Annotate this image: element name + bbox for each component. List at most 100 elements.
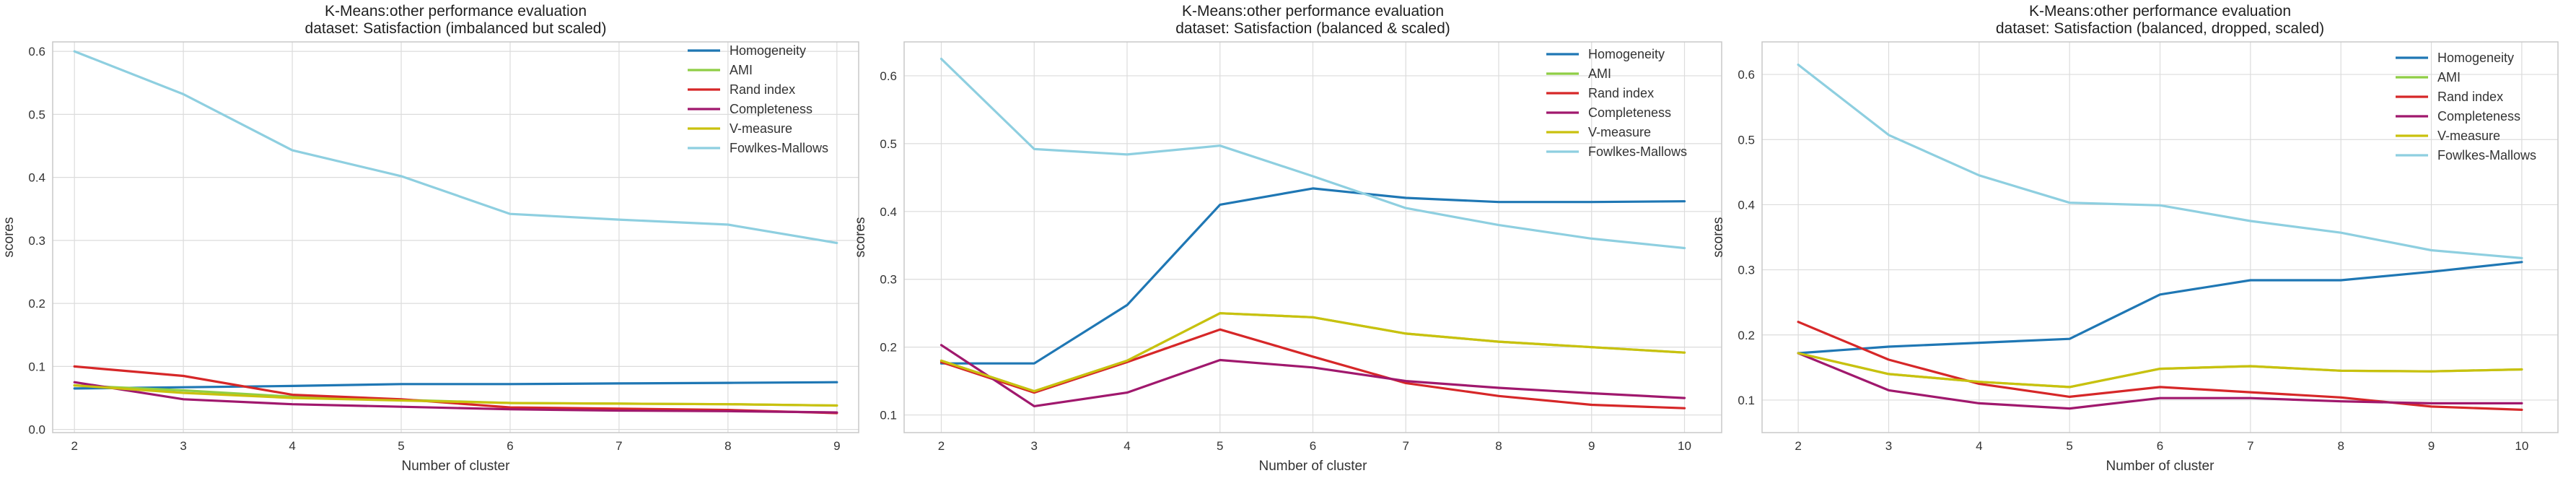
legend-label-fowlkes-mallows: Fowlkes-Mallows: [1588, 144, 1687, 159]
x-tick-label: 3: [1031, 439, 1038, 453]
y-tick-label: 0.3: [1738, 264, 1755, 277]
y-tick-label: 0.5: [1738, 133, 1755, 147]
series-line-homogeneity: [1797, 261, 2523, 355]
x-tick-label: 9: [1588, 439, 1595, 453]
series-line-fowlkes-mallows: [939, 57, 1686, 250]
legend-label-fowlkes-mallows: Fowlkes-Mallows: [2437, 148, 2536, 162]
series-line-v-measure: [73, 384, 838, 407]
x-tick-label: 4: [1976, 439, 1982, 453]
y-tick-label: 0.2: [1738, 329, 1755, 342]
series-line-completeness: [73, 381, 838, 414]
y-axis-label: scores: [1, 217, 17, 258]
chart-subtitle: dataset: Satisfaction (balanced, dropped…: [1996, 20, 2324, 37]
plot-frame: [1761, 41, 2559, 433]
chart-panel-2: 2 3 4 5 6 7 8 9 10 0.1 0.2 0.3 0.4 0.5 0.6 K-Means:othe…: [853, 3, 1722, 474]
x-tick-label: 5: [1217, 439, 1223, 453]
y-tick-label: 0.0: [28, 423, 45, 437]
series-line-fowlkes-mallows: [73, 50, 838, 244]
legend: Homogeneity AMI Rand index Completeness V-me…: [1546, 47, 1687, 159]
chart-panel-3: 2 3 4 5 6 7 8 9 10 0.1 0.2 0.3 0.4 0.5 0.6 K-Means:othe…: [1711, 3, 2559, 474]
series-line-fowlkes-mallows: [1797, 63, 2523, 259]
legend-label-rand-index: Rand index: [1588, 86, 1654, 100]
y-axis-label: scores: [1711, 217, 1726, 258]
series-line-rand-index: [73, 365, 838, 415]
series-line-completeness: [939, 344, 1686, 408]
x-tick-label: 5: [398, 439, 404, 453]
legend-label-v-measure: V-measure: [1588, 125, 1651, 139]
x-tick-label: 10: [2515, 439, 2528, 453]
x-axis-label: Number of cluster: [2106, 459, 2215, 474]
y-tick-label: 0.5: [28, 108, 45, 121]
y-tick-label: 0.3: [880, 273, 897, 287]
x-tick-label: 7: [1403, 439, 1409, 453]
x-axis-label: Number of cluster: [1259, 459, 1368, 474]
y-tick-label: 0.2: [880, 341, 897, 355]
x-tick-label: 3: [180, 439, 186, 453]
legend-label-ami: AMI: [1588, 66, 1611, 81]
x-tick-label: 2: [1795, 439, 1801, 453]
chart-subtitle: dataset: Satisfaction (imbalanced but sc…: [305, 20, 607, 37]
y-tick-label: 0.5: [880, 137, 897, 151]
x-tick-label: 9: [2428, 439, 2435, 453]
legend: Homogeneity AMI Rand index Completeness V-me…: [2396, 51, 2536, 162]
x-tick-label: 8: [1495, 439, 1502, 453]
legend-label-v-measure: V-measure: [2437, 129, 2500, 143]
plot-frame: [52, 41, 859, 433]
x-tick-label: 4: [289, 439, 295, 453]
x-tick-label: 4: [1123, 439, 1130, 453]
x-tick-label: 10: [1678, 439, 1691, 453]
legend-label-ami: AMI: [730, 63, 753, 77]
plot-frame: [903, 41, 1722, 433]
x-tick-label: 5: [2066, 439, 2072, 453]
series-line-homogeneity: [939, 187, 1686, 365]
x-tick-label: 6: [507, 439, 513, 453]
legend-label-completeness: Completeness: [1588, 105, 1671, 120]
series-line-completeness: [1797, 352, 2523, 410]
y-tick-label: 0.4: [880, 205, 897, 219]
chart-title: K-Means:other performance evaluation: [2029, 3, 2291, 20]
legend-label-completeness: Completeness: [730, 102, 812, 116]
y-tick-label: 0.6: [1738, 68, 1755, 82]
x-tick-label: 8: [724, 439, 731, 453]
x-tick-label: 8: [2337, 439, 2344, 453]
x-tick-label: 6: [1310, 439, 1316, 453]
y-tick-label: 0.4: [28, 171, 45, 185]
y-tick-label: 0.1: [1738, 394, 1755, 407]
legend-label-homogeneity: Homogeneity: [2437, 51, 2514, 65]
series-line-v-measure: [939, 312, 1686, 393]
series-line-rand-index: [939, 328, 1686, 410]
legend-label-v-measure: V-measure: [730, 121, 792, 136]
legend: Homogeneity AMI Rand index Completeness V-me…: [688, 43, 828, 155]
series-line-v-measure: [1797, 352, 2523, 389]
chart-title: K-Means:other performance evaluation: [325, 3, 587, 20]
y-tick-label: 0.3: [28, 234, 45, 248]
x-tick-label: 2: [71, 439, 77, 453]
x-tick-label: 7: [2247, 439, 2253, 453]
chart-title: K-Means:other performance evaluation: [1182, 3, 1444, 20]
y-tick-label: 0.6: [28, 45, 45, 58]
legend-label-rand-index: Rand index: [730, 82, 795, 97]
x-tick-label: 9: [833, 439, 840, 453]
chart-subtitle: dataset: Satisfaction (balanced & scaled…: [1175, 20, 1450, 37]
y-tick-label: 0.2: [28, 297, 45, 311]
legend-label-homogeneity: Homogeneity: [1588, 47, 1665, 61]
x-tick-label: 2: [938, 439, 945, 453]
x-tick-label: 6: [2157, 439, 2163, 453]
x-tick-label: 3: [1885, 439, 1892, 453]
series-line-homogeneity: [73, 381, 838, 390]
chart-panel-1: 2 3 4 5 6 7 8 9 0.0 0.1 0.2 0.3 0.4 0.5 0.6 K-Means:oth…: [1, 3, 859, 474]
y-tick-label: 0.6: [880, 69, 897, 83]
legend-label-fowlkes-mallows: Fowlkes-Mallows: [730, 141, 828, 155]
y-tick-label: 0.1: [28, 360, 45, 373]
legend-label-rand-index: Rand index: [2437, 90, 2503, 104]
y-axis-label: scores: [853, 217, 868, 258]
x-tick-label: 7: [615, 439, 622, 453]
x-axis-label: Number of cluster: [402, 459, 511, 474]
legend-label-homogeneity: Homogeneity: [730, 43, 806, 58]
y-tick-label: 0.4: [1738, 198, 1755, 212]
y-tick-label: 0.1: [880, 409, 897, 422]
legend-label-ami: AMI: [2437, 70, 2461, 84]
legend-label-completeness: Completeness: [2437, 109, 2520, 124]
plot-area: [53, 42, 859, 433]
